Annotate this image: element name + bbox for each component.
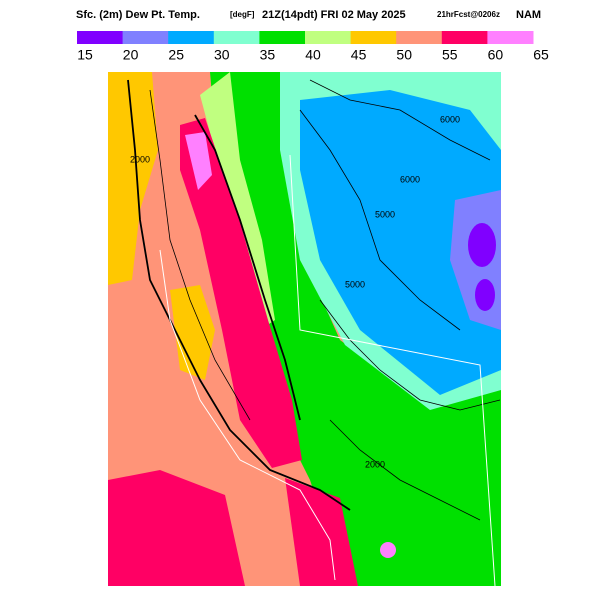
colorbar: 15 20 25 30 35 40 45 50 55 60 65 <box>77 31 549 63</box>
colorbar-swatch <box>77 31 124 44</box>
valid-time: 21Z(14pdt) FRI 02 May 2025 <box>262 9 406 21</box>
colorbar-swatch <box>350 31 397 44</box>
contour-label: 2000 <box>130 154 150 164</box>
colorbar-swatch <box>122 31 169 44</box>
colorbar-label: 50 <box>396 47 412 63</box>
colorbar-label: 20 <box>123 47 139 63</box>
region-blue <box>300 90 501 395</box>
contour-label: 5000 <box>345 279 365 289</box>
colorbar-swatch <box>213 31 260 44</box>
units: [degF] <box>230 10 255 19</box>
state-border <box>159 249 336 581</box>
colorbar-label: 15 <box>77 47 93 63</box>
region-pink <box>285 478 358 586</box>
colorbar-swatch <box>487 31 534 44</box>
colorbar-label: 65 <box>533 47 549 63</box>
contour-label: 2000 <box>365 459 385 469</box>
region-violet <box>475 279 495 311</box>
colorbar-label: 25 <box>168 47 184 63</box>
contour <box>194 114 301 421</box>
region-violet <box>468 223 496 267</box>
contour <box>329 419 481 521</box>
region-magenta <box>380 542 396 558</box>
region-magenta <box>185 132 212 190</box>
contour-label: 6000 <box>440 114 460 124</box>
colorbar-swatch <box>305 31 352 44</box>
colorbar-swatch <box>396 31 443 44</box>
colorbar-label: 60 <box>488 47 504 63</box>
model: NAM <box>516 9 541 21</box>
colorbar-label: 30 <box>214 47 230 63</box>
colorbar-label: 35 <box>260 47 276 63</box>
region-yellow <box>108 72 158 285</box>
region-green <box>210 72 501 586</box>
contour-label: 6000 <box>400 174 420 184</box>
contour-label: 5000 <box>375 209 395 219</box>
region-yellow <box>170 285 215 380</box>
region-pink <box>108 470 245 586</box>
contour <box>319 299 501 411</box>
colorbar-label: 40 <box>305 47 321 63</box>
contour <box>299 109 461 331</box>
title: Sfc. (2m) Dew Pt. Temp. <box>76 9 200 21</box>
colorbar-swatch <box>259 31 306 44</box>
state-border <box>289 154 496 587</box>
forecast: 21hrFcst@0206z <box>437 10 500 19</box>
map: 5000 6000 5000 6000 2000 2000 <box>108 72 501 587</box>
contour <box>149 89 251 421</box>
colorbar-swatch <box>168 31 215 44</box>
colorbar-swatch <box>441 31 488 44</box>
region-pink <box>180 118 302 468</box>
contour <box>127 79 351 511</box>
contour <box>309 79 491 161</box>
region-lightgreen <box>200 72 275 330</box>
colorbar-label: 45 <box>351 47 367 63</box>
colorbar-label: 55 <box>442 47 458 63</box>
